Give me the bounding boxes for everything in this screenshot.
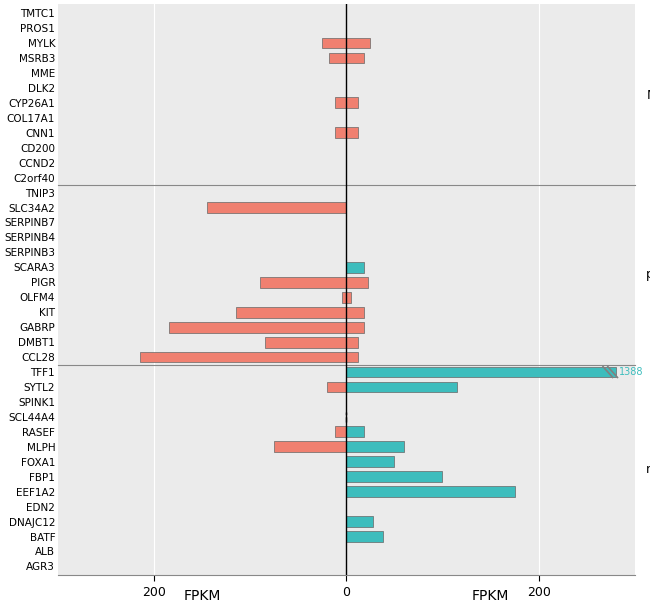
Text: FPKM: FPKM [472, 589, 509, 603]
Bar [322, 37, 346, 48]
Bar [346, 426, 363, 437]
Bar [346, 277, 367, 288]
Bar [335, 127, 346, 138]
Bar [335, 98, 346, 109]
Bar [335, 426, 346, 437]
Bar [274, 441, 346, 452]
Bar [265, 336, 346, 347]
Text: FPKM: FPKM [183, 589, 221, 603]
Bar [346, 456, 395, 467]
Bar [346, 367, 616, 377]
Bar [140, 352, 346, 362]
Bar [346, 37, 370, 48]
Bar [327, 382, 346, 393]
Bar [329, 52, 346, 63]
Bar [260, 277, 346, 288]
Bar [346, 531, 383, 542]
Bar [346, 322, 363, 333]
Bar [346, 441, 404, 452]
Bar [346, 472, 443, 482]
Text: MaSC/BiPs: MaSC/BiPs [646, 89, 650, 102]
Bar [341, 292, 346, 303]
Text: 1388: 1388 [619, 367, 644, 377]
Bar [346, 516, 373, 527]
Bar [168, 322, 346, 333]
Bar [346, 98, 358, 109]
Bar [346, 127, 358, 138]
Bar [346, 382, 457, 393]
Bar [207, 202, 346, 213]
Text: pLs: pLs [646, 268, 650, 282]
Bar [236, 307, 346, 318]
Bar [346, 486, 515, 497]
Text: mLs: mLs [646, 463, 650, 476]
Bar [346, 307, 363, 318]
Bar [346, 336, 358, 347]
Bar [346, 52, 363, 63]
Bar [346, 262, 363, 273]
Bar [346, 292, 351, 303]
Bar [346, 352, 358, 362]
